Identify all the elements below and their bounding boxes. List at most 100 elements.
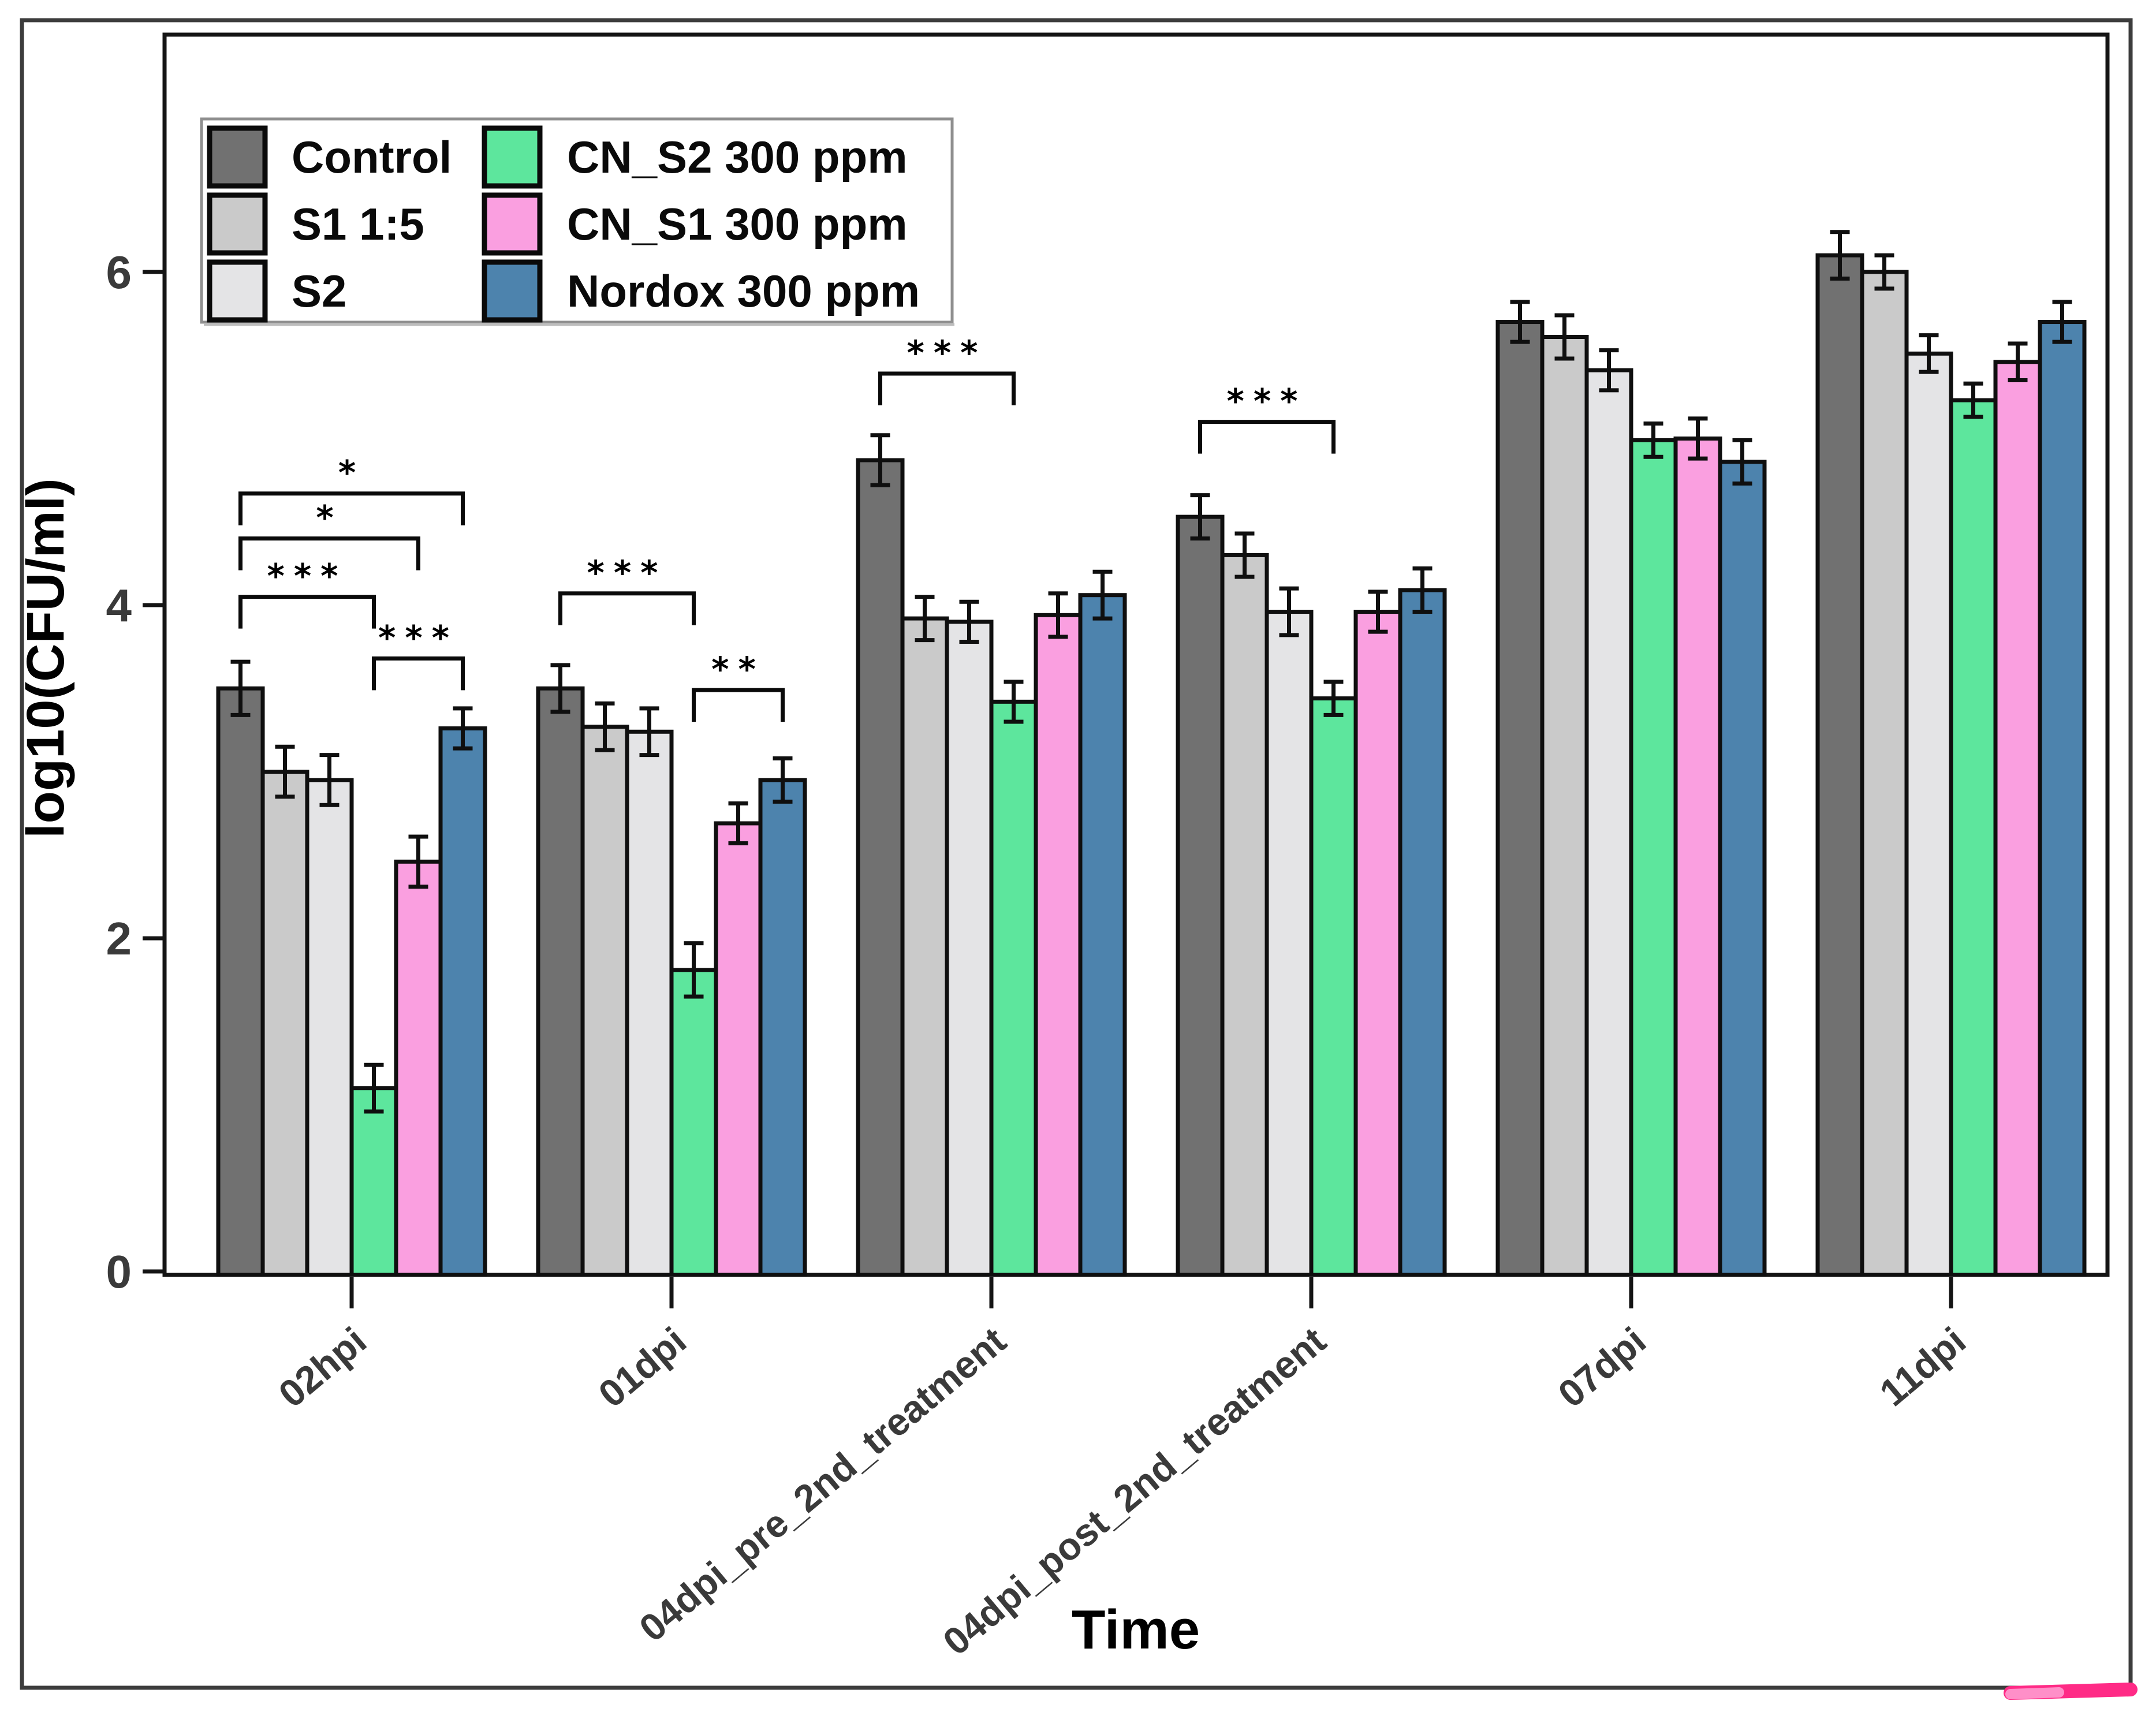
significance-bracket — [1198, 420, 1336, 454]
significance-stars: *** — [1227, 382, 1307, 421]
significance-stars: *** — [378, 618, 458, 657]
error-bar — [319, 753, 340, 807]
error-bar — [2008, 341, 2028, 383]
legend-swatch-cns2 — [482, 125, 543, 189]
error-bar — [959, 599, 979, 644]
bar-nordox-300-ppm-01dpi — [758, 778, 807, 1277]
legend-box — [200, 117, 954, 324]
y-tick-label: 0 — [106, 1246, 132, 1297]
error-bar — [639, 706, 659, 758]
bar-cn-s1-300-ppm-07dpi — [1673, 437, 1722, 1277]
legend-label-control: Control — [292, 132, 452, 182]
bar-s2-07dpi — [1584, 368, 1633, 1277]
legend-label-cns2: CN_S2 300 ppm — [567, 132, 908, 182]
bar-s2-04dpi_post_2nd_treatment — [1264, 610, 1314, 1277]
pink-highlight-tip — [2005, 1687, 2064, 1699]
bar-control-07dpi — [1495, 320, 1545, 1277]
error-bar — [1004, 680, 1024, 724]
error-bar — [1234, 531, 1255, 579]
bar-nordox-300-ppm-11dpi — [2038, 320, 2087, 1277]
significance-stars: *** — [267, 557, 348, 596]
error-bar — [1412, 566, 1433, 614]
error-bar — [595, 701, 615, 752]
bar-cn-s2-300-ppm-11dpi — [1949, 398, 1998, 1277]
significance-bracket — [238, 595, 376, 629]
bar-nordox-300-ppm-04dpi_pre_2nd_treatment — [1078, 593, 1127, 1277]
legend-label-nordox: Nordox 300 ppm — [567, 266, 920, 316]
error-bar — [408, 834, 428, 889]
legend-label-s2: S2 — [292, 266, 346, 316]
bar-cn-s2-300-ppm-04dpi_post_2nd_treatment — [1309, 696, 1358, 1277]
error-bar — [453, 706, 473, 751]
legend-swatch-control — [207, 125, 268, 189]
bar-control-01dpi — [536, 686, 585, 1277]
bar-control-02hpi — [216, 686, 265, 1277]
bar-cn-s2-300-ppm-04dpi_pre_2nd_treatment — [989, 699, 1038, 1277]
error-bar — [1963, 381, 1983, 419]
x-tick-label: 01dpi — [590, 1319, 694, 1415]
bar-s1-1-5-04dpi_pre_2nd_treatment — [900, 616, 949, 1277]
error-bar — [1830, 230, 1850, 281]
significance-stars: * — [338, 453, 365, 493]
y-tick-label: 2 — [106, 913, 132, 964]
significance-bracket — [238, 536, 420, 570]
pink-highlight-mark — [2004, 1683, 2138, 1700]
legend: Control S1 1:5 S2 CN_S2 300 ppm CN_S1 30… — [200, 117, 954, 326]
figure-border — [20, 18, 2133, 1690]
bar-cn-s2-300-ppm-02hpi — [349, 1086, 398, 1277]
legend-swatch-cns1 — [482, 192, 543, 256]
bar-cn-s2-300-ppm-01dpi — [669, 968, 718, 1277]
error-bar — [1048, 591, 1068, 639]
significance-stars: * — [316, 498, 342, 538]
significance-bracket — [238, 491, 465, 525]
x-axis-title: Time — [1072, 1599, 1200, 1661]
bar-s1-1-5-02hpi — [260, 770, 309, 1277]
error-bar — [1643, 422, 1663, 459]
y-axis-title: log10(CFU/ml) — [16, 478, 75, 838]
error-bar — [1919, 333, 1939, 374]
bar-control-04dpi_pre_2nd_treatment — [856, 458, 905, 1277]
error-bar — [1599, 348, 1619, 393]
error-bar — [1554, 313, 1575, 361]
error-bar — [1368, 590, 1388, 634]
x-tick-label: 02hpi — [270, 1319, 374, 1415]
error-bar — [275, 744, 295, 799]
significance-bracket — [878, 371, 1016, 405]
significance-stars: ** — [711, 650, 765, 689]
legend-swatch-s1 — [207, 192, 268, 256]
error-bar — [1092, 569, 1113, 621]
bar-cn-s1-300-ppm-04dpi_pre_2nd_treatment — [1034, 613, 1083, 1277]
bar-cn-s2-300-ppm-07dpi — [1629, 438, 1678, 1277]
bar-cn-s1-300-ppm-11dpi — [1993, 360, 2042, 1277]
error-bar — [2052, 300, 2072, 344]
y-tick-label: 6 — [106, 247, 132, 298]
bar-cn-s1-300-ppm-01dpi — [714, 821, 763, 1277]
bar-control-11dpi — [1815, 253, 1864, 1277]
error-bar — [684, 941, 704, 999]
bar-control-04dpi_post_2nd_treatment — [1176, 514, 1225, 1277]
bar-nordox-300-ppm-02hpi — [438, 726, 487, 1277]
x-tick-label: 07dpi — [1550, 1319, 1654, 1415]
error-bar — [1510, 300, 1530, 344]
bar-s2-11dpi — [1904, 351, 1953, 1277]
error-bar — [1874, 253, 1894, 291]
legend-label-s1: S1 1:5 — [292, 199, 424, 249]
bar-s1-1-5-01dpi — [580, 725, 629, 1277]
legend-swatch-s2 — [207, 259, 268, 323]
legend-swatch-nordox — [482, 259, 543, 323]
significance-bracket — [692, 688, 785, 722]
significance-stars: *** — [907, 333, 987, 372]
error-bar — [728, 801, 748, 846]
significance-bracket — [372, 656, 465, 691]
bar-s1-1-5-04dpi_post_2nd_treatment — [1220, 553, 1269, 1277]
error-bar — [1279, 586, 1299, 637]
bar-s1-1-5-07dpi — [1540, 335, 1589, 1277]
significance-bracket — [558, 591, 696, 625]
error-bar — [1688, 416, 1708, 461]
error-bar — [364, 1062, 384, 1114]
bar-nordox-300-ppm-04dpi_post_2nd_treatment — [1398, 588, 1447, 1277]
bar-nordox-300-ppm-07dpi — [1718, 460, 1767, 1277]
error-bar — [1732, 438, 1752, 486]
